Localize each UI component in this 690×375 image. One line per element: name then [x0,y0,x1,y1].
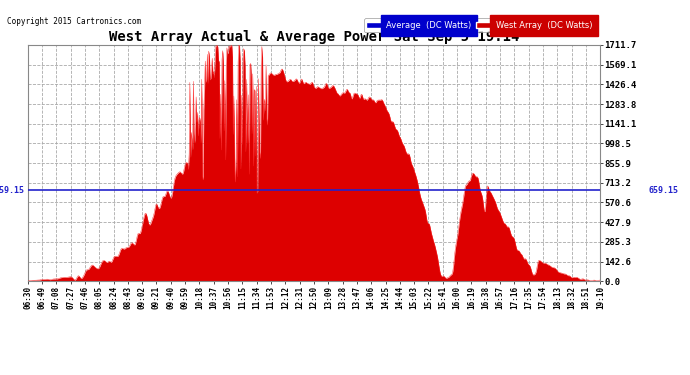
Text: Copyright 2015 Cartronics.com: Copyright 2015 Cartronics.com [7,17,141,26]
Text: 659.15: 659.15 [649,186,679,195]
Text: 659.15: 659.15 [0,186,25,195]
Title: West Array Actual & Average Power Sat Sep 5 19:14: West Array Actual & Average Power Sat Se… [109,30,519,44]
Legend: Average  (DC Watts), West Array  (DC Watts): Average (DC Watts), West Array (DC Watts… [364,18,595,33]
